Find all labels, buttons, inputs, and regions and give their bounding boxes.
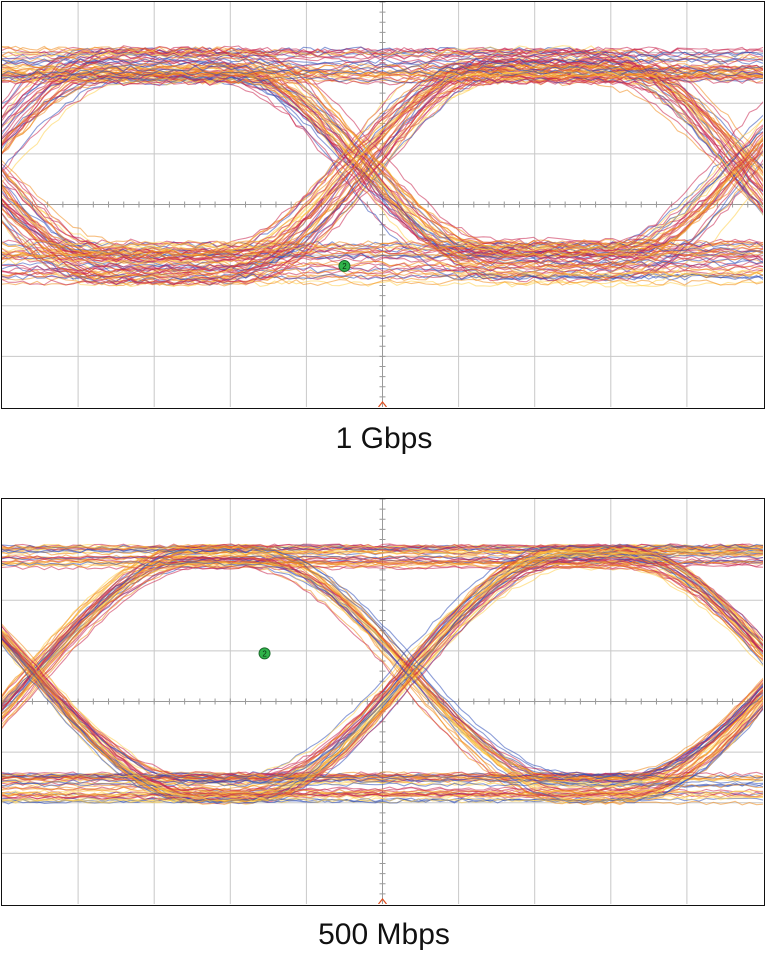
- eye-diagram-1gbps: 2: [0, 0, 768, 412]
- eye-trace: [2, 69, 763, 268]
- eye-trace: [2, 72, 763, 243]
- eye-trace: [2, 551, 763, 802]
- eye-trace: [2, 78, 763, 175]
- eye-trace: [2, 242, 763, 250]
- eye-trace: [2, 543, 763, 778]
- eye-trace: [2, 773, 763, 779]
- eye-trace: [2, 556, 763, 801]
- eye-trace: [2, 551, 763, 803]
- eye-trace: [2, 545, 763, 551]
- eye-diagram-500mbps: 2: [0, 497, 768, 909]
- eye-trace: [2, 634, 763, 798]
- eye-trace: [2, 788, 763, 795]
- eye-trace: [2, 548, 763, 777]
- eye-trace: [2, 48, 763, 276]
- eye-trace: [2, 548, 763, 777]
- caption-1gbps: 1 Gbps: [335, 422, 433, 455]
- eye-traces: [2, 543, 763, 806]
- eye-trace: [2, 551, 763, 778]
- eye-trace: [2, 118, 763, 252]
- eye-plot-top: 2: [2, 2, 763, 407]
- eye-trace: [2, 273, 763, 281]
- eye-trace: [2, 559, 763, 565]
- eye-trace: [2, 52, 763, 286]
- eye-trace: [2, 72, 763, 260]
- eye-trace: [2, 64, 763, 136]
- eye-trace: [2, 554, 763, 802]
- channel-marker-icon: 2: [338, 260, 351, 273]
- channel-marker-label: 2: [342, 262, 347, 271]
- eye-trace: [2, 250, 763, 258]
- eye-trace: [2, 198, 763, 270]
- eye-trace: [2, 57, 763, 284]
- eye-trace: [2, 643, 763, 777]
- eye-trace: [2, 70, 763, 265]
- eye-trace: [2, 219, 763, 288]
- eye-trace: [2, 60, 763, 250]
- eye-plot-bottom: 2: [2, 499, 763, 904]
- eye-trace: [2, 76, 763, 140]
- eye-trace: [2, 551, 763, 789]
- eye-trace: [2, 73, 763, 249]
- eye-trace: [2, 560, 763, 777]
- channel-marker-icon: 2: [258, 647, 271, 660]
- channel-marker-label: 2: [262, 649, 267, 658]
- eye-trace: [2, 562, 763, 663]
- eye-trace: [2, 212, 763, 272]
- eye-trace: [2, 543, 763, 708]
- scope-screen-bottom: 2: [1, 498, 765, 906]
- scope-screen-top: 2: [1, 1, 765, 409]
- eye-trace: [2, 69, 763, 77]
- eye-trace: [2, 547, 763, 800]
- trigger-marker-icon: [378, 401, 387, 407]
- eye-traces: [2, 45, 763, 288]
- eye-trace: [2, 545, 763, 782]
- eye-trace: [2, 56, 763, 251]
- eye-trace: [2, 698, 763, 803]
- caption-500mbps: 500 Mbps: [318, 918, 450, 951]
- eye-trace: [2, 557, 763, 803]
- eye-trace: [2, 71, 763, 79]
- eye-trace: [2, 565, 763, 729]
- eye-trace: [2, 51, 763, 205]
- eye-trace: [2, 50, 763, 127]
- eye-trace: [2, 57, 763, 65]
- trigger-marker-icon: [378, 898, 387, 904]
- eye-trace: [2, 630, 763, 793]
- eye-trace: [2, 139, 763, 254]
